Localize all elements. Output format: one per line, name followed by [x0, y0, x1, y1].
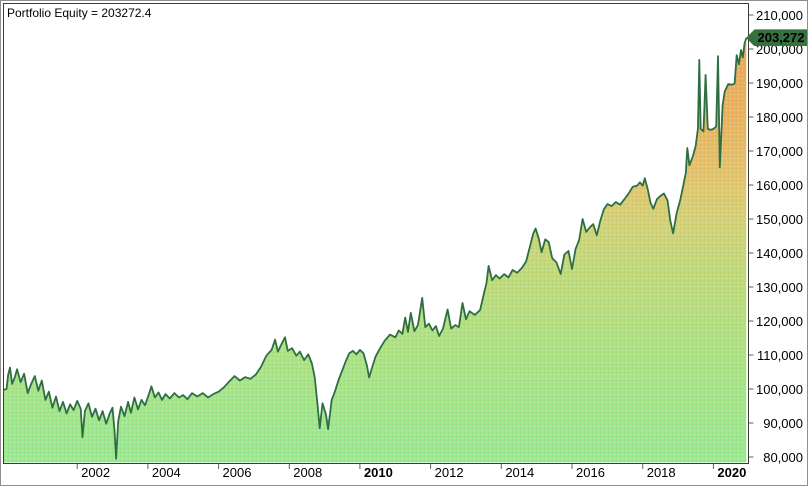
x-axis-label: 2008 — [293, 465, 323, 480]
chart-title: Portfolio Equity = 203272.4 — [7, 6, 152, 20]
x-axis-label: 2014 — [505, 465, 535, 480]
plot-frame — [3, 3, 749, 464]
y-axis-label: 90,000 — [763, 415, 803, 431]
x-axis-label: 2020 — [717, 465, 747, 480]
last-value-label: 203,272 — [757, 30, 805, 46]
y-axis-label: 140,000 — [756, 245, 803, 261]
y-axis-label: 150,000 — [756, 211, 803, 227]
y-axis-label: 160,000 — [756, 177, 803, 193]
y-axis-label: 110,000 — [756, 347, 803, 363]
x-axis-label: 2004 — [151, 465, 181, 480]
equity-line — [3, 37, 748, 460]
equity-area-dither — [4, 37, 747, 463]
x-axis-label: 2016 — [576, 465, 605, 480]
y-axis-label: 130,000 — [756, 279, 803, 295]
y-axis-label: 120,000 — [756, 313, 803, 329]
x-axis-label: 2018 — [646, 465, 676, 480]
y-axis-label: 180,000 — [756, 109, 803, 125]
x-axis-label: 2012 — [434, 465, 464, 480]
x-axis-label: 2010 — [363, 465, 393, 480]
x-axis-label: 2006 — [222, 465, 252, 480]
y-axis-label: 210,000 — [756, 7, 803, 23]
x-axis-label: 2002 — [81, 465, 111, 480]
y-axis-label: 80,000 — [763, 449, 803, 465]
y-axis-label: 190,000 — [756, 75, 803, 91]
y-axis-label: 100,000 — [756, 381, 803, 397]
last-value-badge: 203,272 — [746, 29, 807, 47]
y-axis-label: 170,000 — [756, 143, 803, 159]
